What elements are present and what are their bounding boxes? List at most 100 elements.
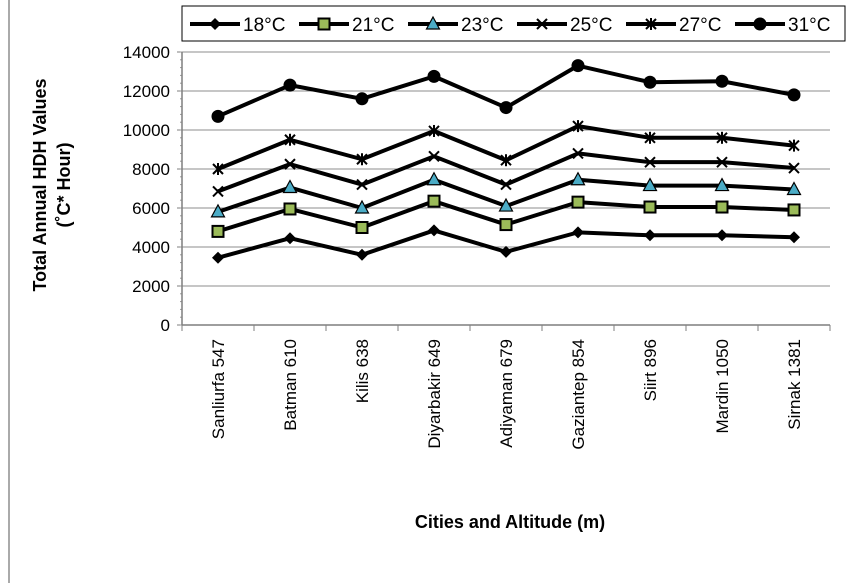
data-point-triangle	[354, 199, 370, 214]
series-1	[211, 194, 801, 238]
data-point-star	[428, 124, 440, 137]
y-tick-labels: 0 2000 4000 6000 8000 10000 12000 14000	[123, 43, 170, 335]
data-point-circle	[643, 75, 657, 89]
y-axis-title-line-1: Total Annual HDH Values	[30, 78, 50, 291]
legend: 18°C 21°C 23°C 25°C 27°C 31°C	[181, 5, 846, 42]
data-point-star	[500, 154, 512, 167]
y-tick-label: 6000	[132, 199, 170, 218]
data-point-diamond	[356, 248, 368, 261]
legend-item: 23°C	[408, 15, 503, 36]
y-axis-title-line-2: (˚C* Hour)	[54, 143, 74, 228]
x-tick-label: Diyarbakir 649	[425, 339, 444, 449]
data-point-triangle	[498, 197, 514, 212]
data-point-triangle	[786, 181, 802, 196]
data-point-x	[644, 156, 656, 168]
data-point-triangle	[210, 203, 226, 218]
data-point-circle	[787, 88, 801, 102]
x-tick-label: Siirt 896	[641, 339, 660, 401]
x-tick-label: Sanliurfa 547	[209, 339, 228, 439]
y-tick-label: 14000	[123, 43, 170, 62]
data-point-x	[536, 18, 548, 30]
data-point-triangle	[714, 177, 730, 192]
series-2	[210, 171, 802, 218]
data-point-triangle	[642, 177, 658, 192]
data-point-diamond	[284, 232, 296, 245]
data-point-diamond	[209, 18, 221, 30]
x-tick-label: Mardin 1050	[713, 339, 732, 434]
x-tick-label: Sirnak 1381	[785, 339, 804, 430]
series-0	[212, 224, 800, 264]
data-point-x	[356, 178, 368, 191]
data-point-square	[643, 200, 657, 214]
series-4	[212, 120, 800, 175]
data-point-circle	[571, 59, 585, 73]
y-tick-label: 0	[161, 316, 170, 335]
x-tick-label: Kilis 638	[353, 339, 372, 403]
legend-box	[181, 5, 846, 42]
data-point-triangle	[426, 171, 442, 186]
data-point-circle	[499, 101, 513, 115]
data-point-diamond	[212, 251, 224, 264]
data-point-triangle	[570, 171, 586, 186]
x-tick-label: Gaziantep 854	[569, 339, 588, 450]
data-point-square	[355, 221, 369, 234]
x-tick-label: Adiyaman 679	[497, 339, 516, 448]
data-point-diamond	[788, 231, 800, 244]
data-point-star	[212, 163, 224, 175]
legend-item: 21°C	[299, 15, 394, 36]
series-5	[211, 59, 801, 123]
data-point-circle	[211, 109, 225, 123]
data-point-triangle	[282, 179, 298, 194]
data-point-star	[572, 120, 584, 133]
data-point-square	[283, 202, 297, 216]
x-axis-title: Cities and Altitude (m)	[415, 512, 605, 532]
data-point-circle	[753, 17, 767, 31]
series-3	[212, 147, 800, 198]
legend-label: 23°C	[461, 15, 503, 36]
series-lines	[210, 59, 802, 264]
data-point-x	[572, 147, 584, 160]
data-point-diamond	[644, 229, 656, 242]
legend-item: 18°C	[190, 15, 285, 36]
y-tick-label: 4000	[132, 238, 170, 257]
data-point-x	[212, 185, 224, 198]
data-point-circle	[355, 92, 369, 106]
x-tick-labels: Sanliurfa 547 Batman 610 Kilis 638 Diyarbak…	[209, 339, 804, 450]
data-point-square	[571, 195, 585, 209]
data-point-circle	[427, 69, 441, 83]
data-point-star	[788, 139, 800, 152]
y-tick-label: 8000	[132, 160, 170, 179]
data-point-circle	[283, 78, 297, 92]
legend-item: 31°C	[735, 15, 830, 36]
data-point-x	[500, 178, 512, 191]
data-point-square	[317, 17, 331, 31]
data-point-diamond	[572, 226, 584, 239]
data-point-diamond	[716, 229, 728, 242]
legend-item: 25°C	[517, 15, 612, 36]
y-tick-label: 12000	[123, 82, 170, 101]
data-point-square	[499, 218, 513, 232]
data-point-square	[211, 224, 225, 238]
legend-label: 21°C	[352, 15, 394, 36]
y-tick-label: 10000	[123, 121, 170, 140]
data-point-square	[427, 194, 441, 208]
data-point-square	[715, 200, 729, 214]
axes	[177, 51, 831, 331]
data-point-star	[644, 131, 656, 144]
y-tick-label: 2000	[132, 277, 170, 296]
data-point-x	[788, 162, 800, 174]
x-tick-label: Batman 610	[281, 339, 300, 431]
data-point-diamond	[500, 245, 512, 258]
data-point-star	[356, 153, 368, 166]
data-point-square	[787, 203, 801, 217]
data-point-star	[284, 133, 296, 146]
data-point-x	[284, 158, 296, 170]
legend-item: 27°C	[626, 15, 721, 36]
data-point-star	[645, 18, 657, 30]
data-point-x	[428, 150, 440, 163]
legend-label: 27°C	[679, 15, 721, 36]
data-point-triangle	[425, 15, 441, 30]
data-point-diamond	[428, 224, 440, 237]
